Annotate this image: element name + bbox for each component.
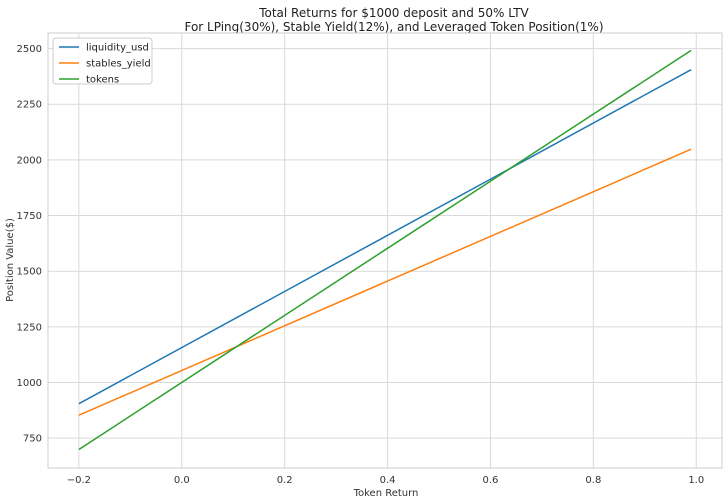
y-axis-label: Position Value($) [5,218,16,302]
y-tick-label: 1250 [17,322,42,333]
y-tick-label: 2250 [17,100,42,111]
legend-label: liquidity_usd [86,43,149,54]
series-line-tokens [78,49,692,451]
x-tick-label: 0.0 [174,475,190,486]
x-tick-label: 0.2 [277,475,293,486]
y-tick-label: 1750 [17,211,42,222]
x-tick-label: −0.2 [67,475,91,486]
legend-box [52,37,153,85]
y-axis-ticks: 750 1000 1250 1500 1750 2000 2250 2500 [17,44,42,445]
x-tick-label: 0.8 [585,475,601,486]
series-line-liquidity-usd [78,69,692,405]
y-tick-label: 1500 [17,267,42,278]
chart-title: Total Returns for $1000 deposit and 50% … [258,6,529,20]
chart-subtitle: For LPing(30%), Stable Yield(12%), and L… [184,20,603,34]
legend-label: tokens [86,75,119,86]
y-tick-label: 2500 [17,44,42,55]
series-lines [78,49,692,451]
legend-label: stables_yield [86,59,151,70]
y-tick-label: 750 [23,434,42,445]
grid [47,32,723,469]
x-axis-label: Token Return [353,488,419,499]
x-tick-label: 1.0 [688,475,704,486]
x-tick-label: 0.4 [380,475,396,486]
y-tick-label: 2000 [17,155,42,166]
plot-frame [47,32,723,469]
x-tick-label: 0.6 [483,475,499,486]
x-axis-ticks: −0.2 0.0 0.2 0.4 0.6 0.8 1.0 [67,475,705,486]
series-line-stables-yield [78,148,692,416]
y-tick-label: 1000 [17,378,42,389]
